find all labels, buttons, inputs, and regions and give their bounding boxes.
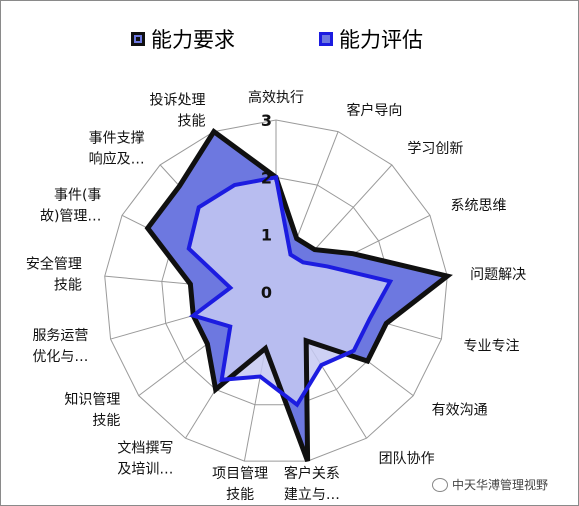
- category-label: 服务运营优化与…: [32, 328, 88, 365]
- category-label: 系统思维: [451, 198, 507, 214]
- category-label-line: 客户导向: [346, 102, 402, 119]
- category-label: 事件支撑响应及…: [89, 130, 145, 167]
- category-label-line: 系统思维: [451, 198, 507, 214]
- category-label-line: 响应及…: [89, 150, 145, 167]
- category-label-line: 文档撰写: [117, 440, 173, 456]
- category-label: 项目管理技能: [212, 466, 268, 503]
- category-label-line: 建立与…: [284, 487, 340, 503]
- category-label: 客户导向: [346, 102, 402, 119]
- category-label-line: 知识管理: [64, 391, 120, 408]
- category-label: 问题解决: [470, 267, 526, 283]
- watermark: 中天华溥管理视野: [432, 476, 548, 493]
- series-line-2: [186, 175, 394, 408]
- legend-label-assessment: 能力评估: [339, 28, 423, 52]
- legend-swatch-assessment: [319, 32, 333, 46]
- category-label-line: 有效沟通: [432, 403, 488, 419]
- category-label-line: 安全管理: [26, 256, 82, 273]
- category-label-line: 投诉处理: [150, 93, 206, 109]
- radial-tick-label: 3: [261, 111, 272, 130]
- category-label-line: 事件(事: [54, 188, 101, 204]
- category-label: 高效执行: [248, 89, 304, 106]
- category-label: 学习创新: [407, 141, 463, 157]
- category-label: 客户关系建立与…: [284, 465, 340, 503]
- series-line-1: [144, 128, 453, 462]
- category-label-line: 高效执行: [248, 89, 304, 106]
- category-label-line: 技能: [54, 278, 82, 294]
- category-label: 文档撰写及培训…: [117, 440, 173, 477]
- category-label-line: 项目管理: [212, 466, 268, 482]
- category-label-line: 客户关系: [284, 465, 340, 482]
- legend-item-assessment: 能力评估: [319, 24, 423, 54]
- category-label-line: 技能: [178, 114, 206, 130]
- category-label: 专业专注: [464, 338, 520, 354]
- category-label-line: 专业专注: [464, 338, 520, 354]
- category-label-line: 故)管理…: [40, 209, 101, 225]
- category-label: 投诉处理技能: [150, 93, 206, 130]
- watermark-text: 中天华溥管理视野: [452, 478, 549, 492]
- category-label-line: 问题解决: [470, 267, 526, 283]
- category-label-line: 团队协作: [379, 451, 435, 467]
- category-label-line: 服务运营: [32, 328, 88, 344]
- category-label: 事件(事故)管理…: [40, 188, 101, 225]
- wechat-icon: [432, 477, 448, 492]
- category-label: 有效沟通: [432, 403, 488, 419]
- series-area-2: [188, 177, 391, 405]
- legend-swatch-requirement: [131, 32, 145, 46]
- category-label-line: 优化与…: [32, 349, 88, 365]
- radial-tick-label: 1: [261, 226, 272, 245]
- category-label-line: 技能: [226, 487, 254, 503]
- category-label-line: 事件支撑: [89, 130, 145, 146]
- category-label: 知识管理技能: [64, 391, 120, 429]
- radial-tick-label: 0: [261, 283, 272, 302]
- legend-item-requirement: 能力要求: [131, 24, 235, 54]
- category-label-line: 及培训…: [117, 461, 173, 477]
- category-label-line: 技能: [92, 413, 120, 429]
- category-label: 团队协作: [379, 451, 435, 467]
- category-label: 安全管理技能: [26, 256, 82, 294]
- grid-ring-3: [104, 119, 448, 462]
- radial-tick-label: 2: [261, 168, 272, 187]
- legend-label-requirement: 能力要求: [151, 28, 235, 52]
- category-label-line: 学习创新: [407, 141, 463, 157]
